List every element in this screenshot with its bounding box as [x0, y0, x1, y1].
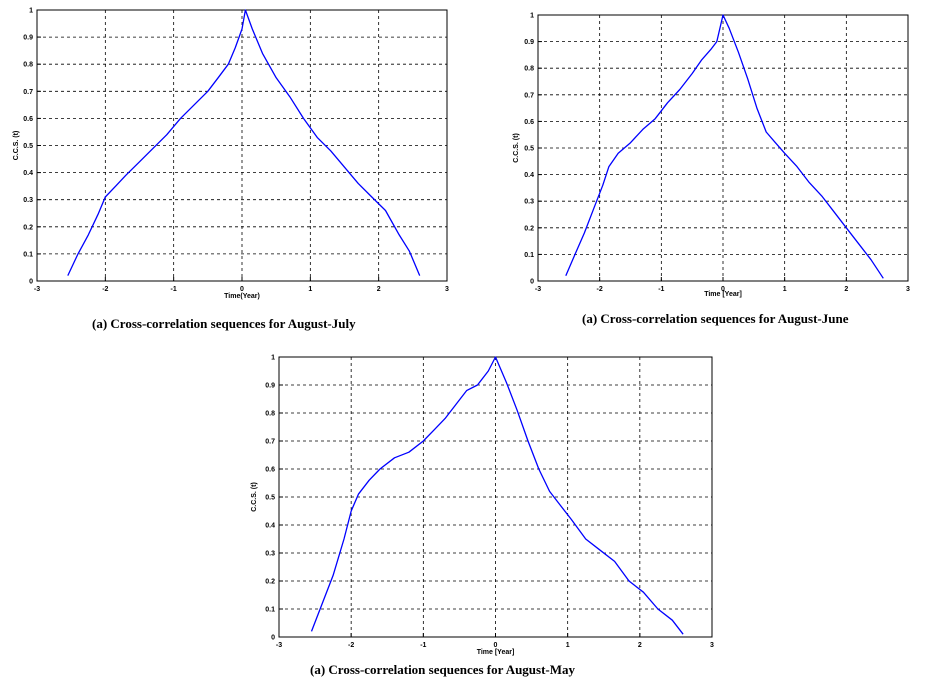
x-tick-label: 0: [494, 642, 498, 649]
x-axis-label: Time [Year]: [704, 291, 742, 298]
chart-august-june: -3 -2 -1 0 1 2 3 0 0.1 0.2 0.3 0.4 0.5 0.6 0.7 0.8 0.9 1 T…: [500, 0, 936, 335]
y-tick-label: 0: [29, 279, 33, 286]
y-tick-label: 0.8: [524, 66, 534, 73]
y-tick-label: 0.4: [265, 523, 275, 530]
y-tick-label: 0.5: [265, 495, 275, 502]
y-tick-label: 0.9: [524, 39, 534, 46]
series-line: [310, 356, 684, 635]
x-tick-label: 1: [566, 642, 570, 649]
chart-caption: (a) Cross-correlation sequences for Augu…: [92, 316, 356, 331]
y-tick-label: 1: [271, 355, 275, 362]
y-tick-label: 0.1: [524, 252, 534, 259]
x-tick-label: -3: [535, 286, 541, 293]
y-tick-label: 0.3: [265, 551, 275, 558]
x-axis-label: Time(Year): [224, 293, 260, 300]
chart-caption: (a) Cross-correlation sequences for Augu…: [310, 662, 576, 677]
y-axis-label: C.C.S. (t): [13, 131, 20, 161]
x-tick-label: 1: [783, 286, 787, 293]
y-tick-label: 0.5: [23, 143, 33, 150]
y-tick-label: 1: [29, 8, 33, 15]
y-tick-label: 0.6: [524, 119, 534, 126]
x-tick-label: -2: [348, 642, 354, 649]
y-tick-label: 0.7: [265, 439, 275, 446]
y-tick-label: 0: [530, 279, 534, 286]
x-tick-label: -1: [658, 286, 664, 293]
x-tick-label: -2: [102, 286, 108, 293]
chart-august-may-svg: -3 -2 -1 0 1 2 3 0 0.1 0.2 0.3 0.4 0.5 0.6 0.7 0.8 0.9 1 T…: [251, 355, 714, 657]
y-tick-label: 0.2: [23, 224, 33, 231]
x-tick-label: 3: [710, 642, 714, 649]
chart-caption: (a) Cross-correlation sequences for Augu…: [582, 311, 849, 326]
y-tick-label: 0.2: [265, 579, 275, 586]
x-tick-label: -3: [34, 286, 40, 293]
series-line: [565, 14, 884, 279]
y-tick-label: 0: [271, 635, 275, 642]
x-tick-label: 2: [844, 286, 848, 293]
series-line: [67, 9, 421, 276]
y-tick-label: 0.2: [524, 225, 534, 232]
chart-august-july: -3 -2 -1 0 1 2 3 0 0.1 0.2 0.3 0.4 0.5 0.6 0.7 0.8 0.9 1 T…: [0, 0, 470, 335]
chart-august-may: -3 -2 -1 0 1 2 3 0 0.1 0.2 0.3 0.4 0.5 0.6 0.7 0.8 0.9 1 T…: [230, 345, 730, 683]
y-tick-label: 0.3: [23, 197, 33, 204]
chart-august-june-svg: -3 -2 -1 0 1 2 3 0 0.1 0.2 0.3 0.4 0.5 0.6 0.7 0.8 0.9 1 T…: [513, 13, 910, 299]
y-tick-label: 0.1: [265, 607, 275, 614]
y-axis-label: C.C.S. (t): [251, 482, 258, 512]
x-tick-label: -1: [171, 286, 177, 293]
x-tick-label: 2: [377, 286, 381, 293]
y-tick-label: 0.6: [23, 116, 33, 123]
y-tick-label: 0.9: [23, 35, 33, 42]
x-tick-label: 3: [445, 286, 449, 293]
chart-august-july-svg: -3 -2 -1 0 1 2 3 0 0.1 0.2 0.3 0.4 0.5 0.6 0.7 0.8 0.9 1 T…: [13, 8, 449, 301]
y-tick-label: 0.6: [265, 467, 275, 474]
x-tick-label: 3: [906, 286, 910, 293]
y-tick-label: 0.8: [265, 411, 275, 418]
y-tick-label: 1: [530, 13, 534, 20]
y-tick-label: 0.1: [23, 251, 33, 258]
x-tick-label: 0: [240, 286, 244, 293]
x-tick-label: 2: [638, 642, 642, 649]
x-tick-label: -3: [276, 642, 282, 649]
y-axis-label: C.C.S. (t): [513, 133, 520, 163]
y-tick-label: 0.3: [524, 199, 534, 206]
y-tick-label: 0.7: [524, 92, 534, 99]
y-tick-label: 0.8: [23, 62, 33, 69]
x-axis-label: Time [Year]: [477, 649, 515, 656]
y-tick-label: 0.4: [23, 170, 33, 177]
x-tick-label: 1: [308, 286, 312, 293]
x-tick-label: -2: [597, 286, 603, 293]
x-tick-label: 0: [721, 286, 725, 293]
y-tick-label: 0.5: [524, 146, 534, 153]
y-tick-label: 0.4: [524, 172, 534, 179]
y-tick-label: 0.9: [265, 383, 275, 390]
y-tick-label: 0.7: [23, 89, 33, 96]
x-tick-label: -1: [420, 642, 426, 649]
